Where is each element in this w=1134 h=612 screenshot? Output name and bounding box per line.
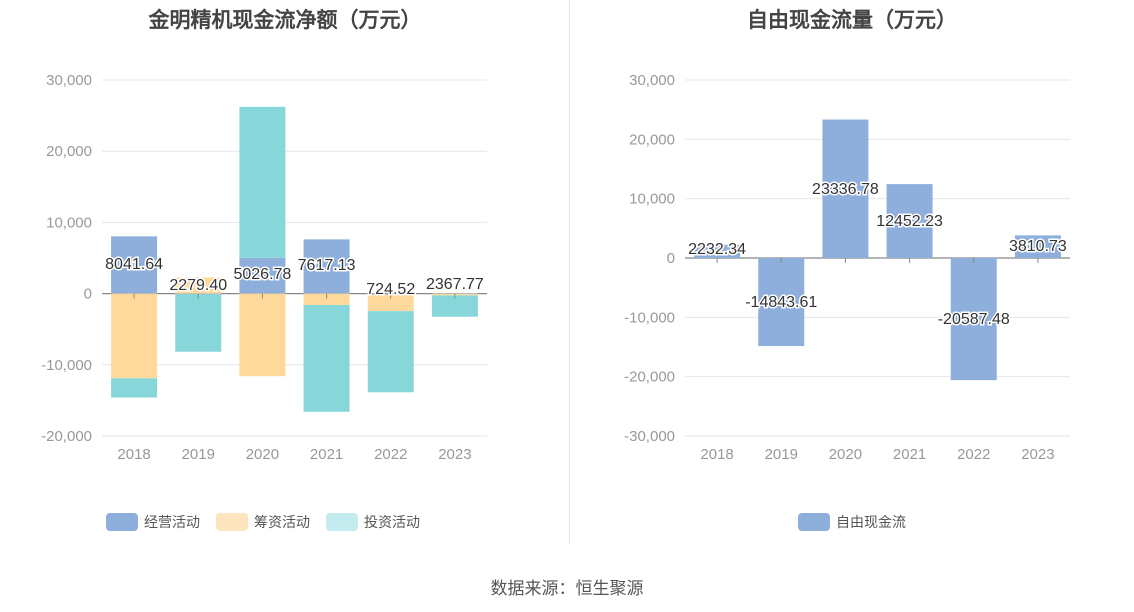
right-data-label: -14843.61 [745, 294, 817, 311]
left-legend: 经营活动 筹资活动 投资活动 [106, 512, 436, 532]
left-y-tick-label: -20,000 [41, 428, 92, 445]
right-bar-2022 [950, 258, 997, 381]
right-x-tick-label: 2023 [1021, 446, 1054, 463]
right-data-label: -20587.48 [938, 311, 1010, 328]
legend-swatch-operating [106, 513, 138, 531]
left-x-tick-label: 2020 [246, 446, 279, 463]
left-chart-title: 金明精机现金流净额（万元） [148, 9, 422, 32]
legend-swatch-investing [326, 513, 358, 531]
right-y-tick-label: 10,000 [629, 191, 675, 208]
right-y-tick-label: 30,000 [629, 72, 675, 89]
left-bar-筹资活动-2020 [239, 293, 286, 377]
right-data-label: 12452.23 [876, 213, 943, 230]
right-x-tick-label: 2020 [829, 446, 862, 463]
legend-label-financing: 筹资活动 [254, 514, 310, 530]
right-bar-2023 [1014, 235, 1061, 258]
right-y-tick-label: 20,000 [629, 131, 675, 148]
left-x-tick-label: 2023 [438, 446, 471, 463]
right-y-tick-label: 0 [667, 250, 675, 267]
left-y-tick-label: 0 [84, 286, 92, 303]
left-x-tick-label: 2018 [117, 446, 150, 463]
left-data-label: 2367.77 [426, 276, 484, 293]
legend-item-financing[interactable]: 筹资活动 [216, 512, 310, 532]
left-bar-投资活动-2023 [431, 295, 478, 317]
left-y-tick-label: -10,000 [41, 357, 92, 374]
right-chart-title: 自由现金流量（万元） [747, 9, 957, 32]
right-bar-2021 [886, 184, 933, 258]
left-data-label: 2279.40 [169, 277, 227, 294]
legend-item-free-cash-flow[interactable]: 自由现金流 [798, 512, 906, 532]
left-bar-经营活动-2018 [111, 236, 158, 294]
panel-divider [569, 0, 570, 545]
right-y-tick-label: -20,000 [624, 369, 675, 386]
left-y-tick-label: 10,000 [46, 214, 92, 231]
left-y-tick-label: 20,000 [46, 143, 92, 160]
right-x-tick-label: 2022 [957, 446, 990, 463]
legend-item-operating[interactable]: 经营活动 [106, 512, 200, 532]
right-x-tick-label: 2018 [700, 446, 733, 463]
left-bar-投资活动-2021 [303, 304, 350, 412]
left-bar-筹资活动-2019 [175, 277, 222, 294]
left-x-tick-label: 2021 [310, 446, 343, 463]
legend-swatch-financing [216, 513, 248, 531]
left-bar-投资活动-2020 [239, 106, 286, 258]
right-data-label: 2232.34 [688, 241, 746, 258]
left-data-label: 724.52 [366, 281, 415, 298]
left-bar-筹资活动-2022 [367, 294, 414, 312]
left-data-label: 8041.64 [105, 256, 163, 273]
right-x-tick-label: 2021 [893, 446, 926, 463]
right-data-label: 23336.78 [812, 181, 879, 198]
right-bar-2018 [694, 244, 741, 258]
left-bar-经营活动-2020 [239, 257, 286, 294]
data-source: 数据来源：恒生聚源 [490, 579, 644, 598]
left-bar-投资活动-2018 [111, 378, 158, 398]
right-x-tick-label: 2019 [765, 446, 798, 463]
legend-label-free-cash-flow: 自由现金流 [836, 514, 906, 530]
legend-label-operating: 经营活动 [144, 514, 200, 530]
left-bar-投资活动-2022 [367, 311, 414, 393]
left-bar-投资活动-2019 [175, 294, 222, 352]
right-legend: 自由现金流 [798, 512, 922, 532]
left-data-label: 5026.78 [233, 266, 291, 283]
left-x-tick-label: 2022 [374, 446, 407, 463]
left-bar-筹资活动-2018 [111, 293, 158, 379]
legend-item-investing[interactable]: 投资活动 [326, 512, 420, 532]
right-y-tick-label: -10,000 [624, 309, 675, 326]
legend-label-investing: 投资活动 [364, 514, 420, 530]
left-y-tick-label: 30,000 [46, 72, 92, 89]
right-bar-2019 [758, 258, 805, 347]
legend-swatch-free-cash-flow [798, 513, 830, 531]
right-data-label: 3810.73 [1009, 238, 1067, 255]
left-bar-经营活动-2023 [431, 293, 478, 294]
left-data-label: 7617.13 [298, 257, 356, 274]
left-bar-筹资活动-2021 [303, 293, 350, 305]
right-y-tick-label: -30,000 [624, 428, 675, 445]
right-bar-2020 [822, 119, 869, 259]
left-bar-经营活动-2021 [303, 239, 350, 294]
left-x-tick-label: 2019 [182, 446, 215, 463]
